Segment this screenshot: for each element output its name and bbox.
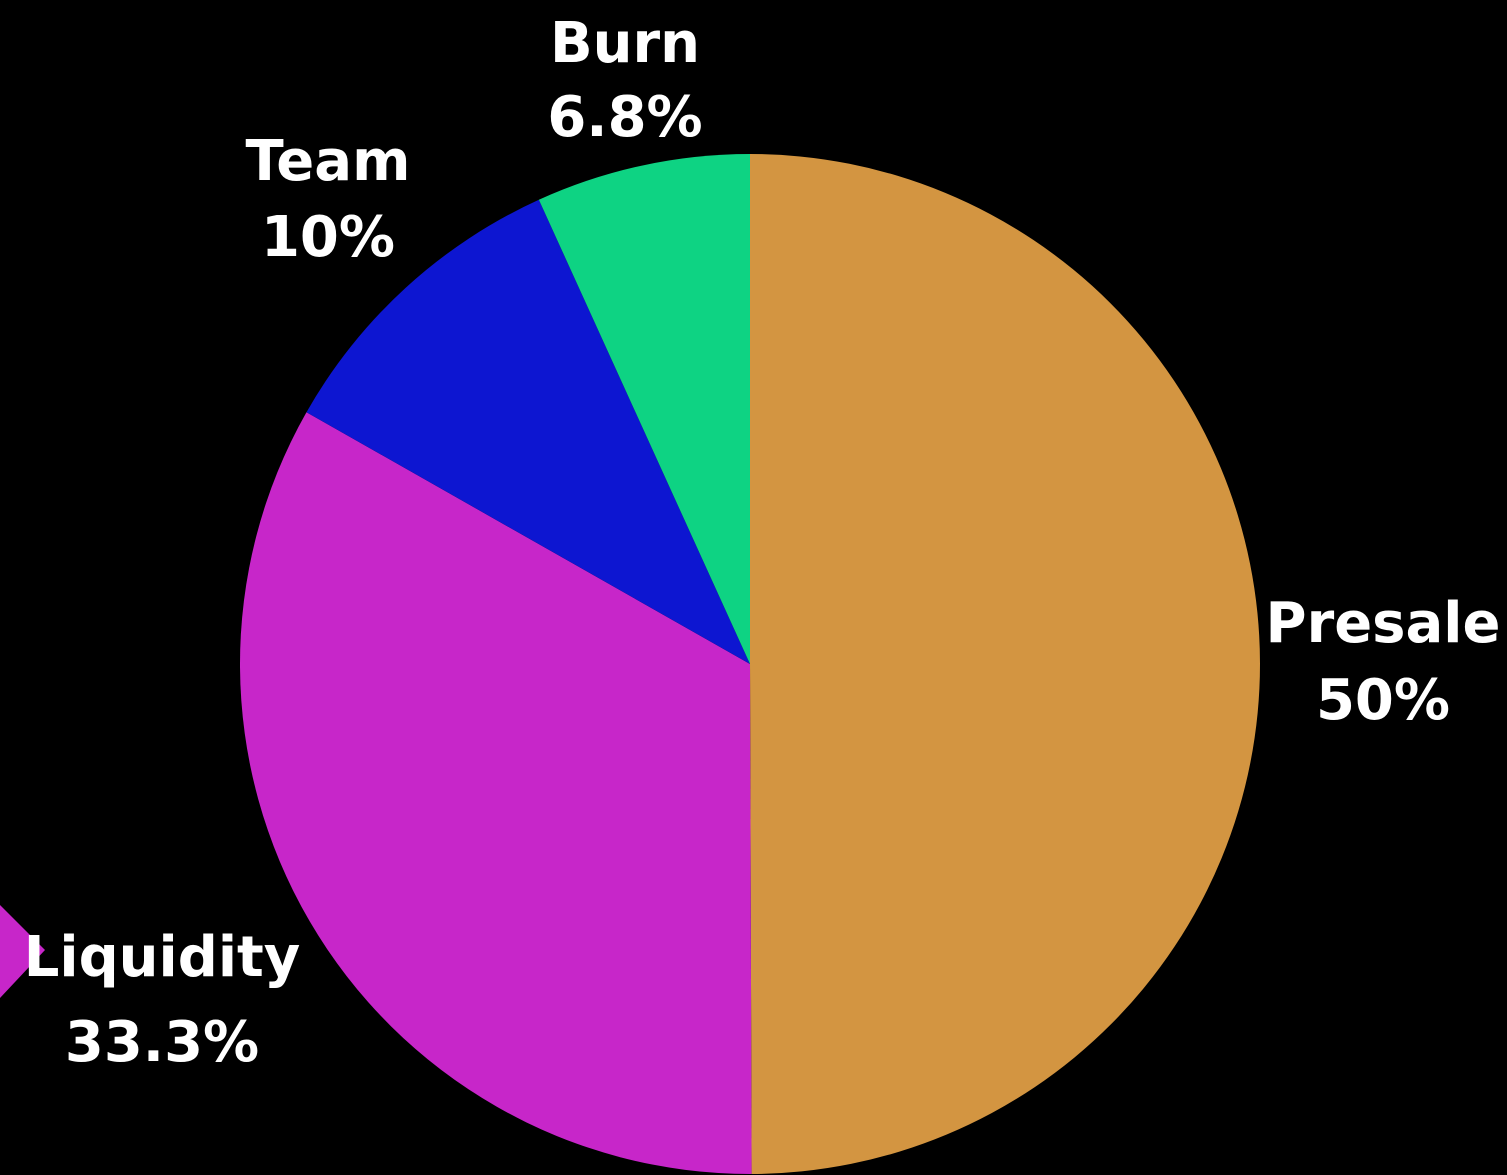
pie-slice-liquidity xyxy=(239,412,752,1174)
slice-value-presale: 50% xyxy=(1316,668,1450,733)
pie-labels: Presale 50% Liquidity 33.3% Team 10% Bur… xyxy=(24,11,1501,1075)
pie-slice-team xyxy=(306,199,750,664)
slice-label-team: Team xyxy=(246,129,411,194)
slice-label-burn: Burn xyxy=(550,11,700,76)
slice-value-liquidity: 33.3% xyxy=(65,1010,259,1075)
slice-label-presale: Presale xyxy=(1266,591,1501,656)
liquidity-pointer-marker xyxy=(0,905,45,998)
pie-slice-presale xyxy=(750,154,1260,1174)
slice-label-liquidity: Liquidity xyxy=(24,925,301,990)
slice-value-burn: 6.8% xyxy=(547,85,702,150)
pie-slice-burn xyxy=(538,154,750,664)
slice-value-team: 10% xyxy=(261,205,395,270)
pie-slices xyxy=(239,154,1260,1174)
